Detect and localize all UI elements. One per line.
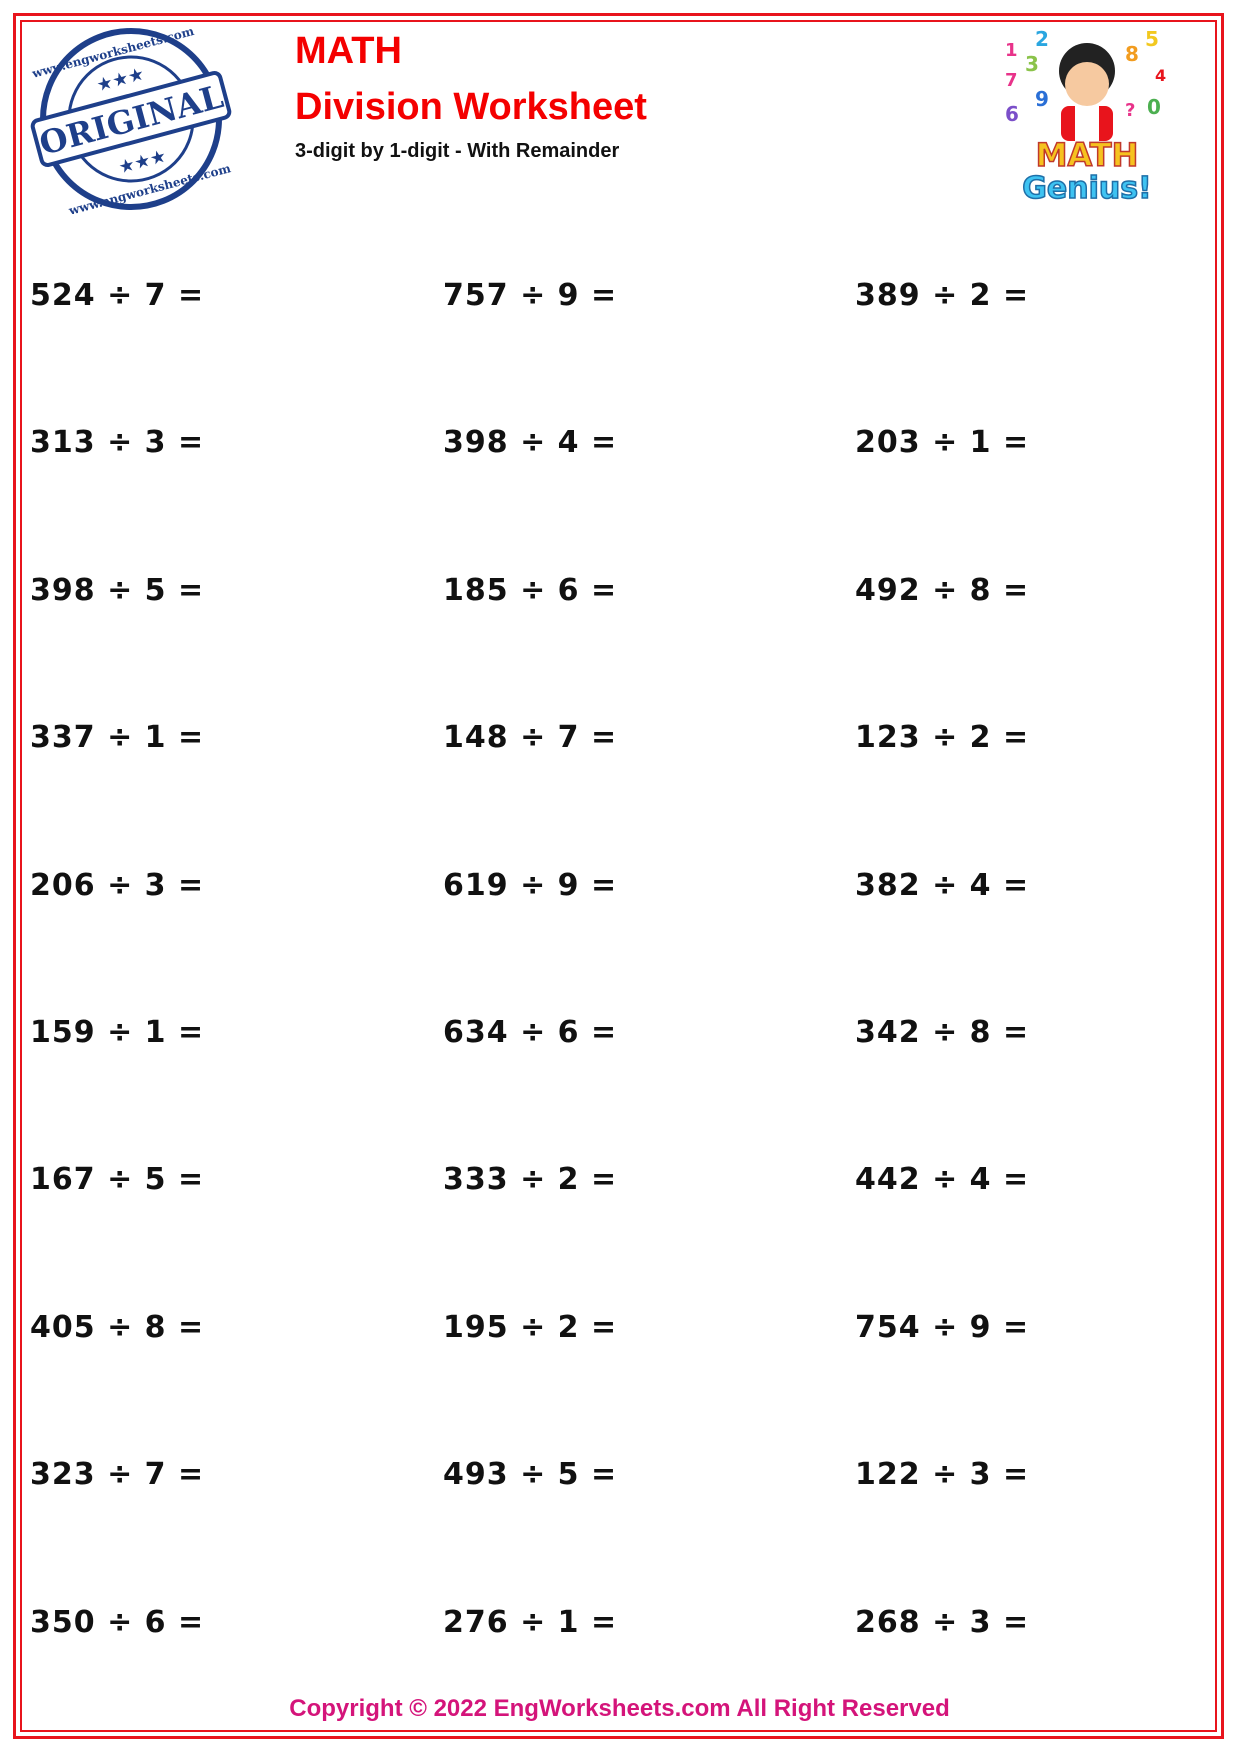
svg-text:9: 9 xyxy=(1035,87,1049,111)
division-problem: 350 ÷ 6 = xyxy=(30,1604,205,1640)
division-problem: 185 ÷ 6 = xyxy=(443,572,618,608)
division-problem: 442 ÷ 4 = xyxy=(855,1162,1030,1198)
division-problem: 524 ÷ 7 = xyxy=(30,278,205,313)
worksheet-subtitle: 3-digit by 1-digit - With Remainder xyxy=(295,140,620,162)
division-problem: 122 ÷ 3 = xyxy=(855,1457,1030,1493)
division-problem: 323 ÷ 7 = xyxy=(30,1457,205,1493)
division-problem: 389 ÷ 2 = xyxy=(855,278,1030,313)
division-problem: 382 ÷ 4 = xyxy=(855,867,1030,903)
division-problem: 159 ÷ 1 = xyxy=(30,1015,205,1050)
svg-text:2: 2 xyxy=(1035,27,1049,51)
division-problem: 754 ÷ 9 = xyxy=(855,1309,1030,1345)
worksheet-title: Division Worksheet xyxy=(295,86,647,128)
division-problem: 619 ÷ 9 = xyxy=(443,867,618,903)
division-problem: 148 ÷ 7 = xyxy=(443,720,618,756)
svg-text:0: 0 xyxy=(1147,95,1161,119)
division-problem: 333 ÷ 2 = xyxy=(443,1162,618,1198)
division-problem: 206 ÷ 3 = xyxy=(30,867,205,903)
division-problem: 203 ÷ 1 = xyxy=(855,425,1030,461)
division-problem: 268 ÷ 3 = xyxy=(855,1604,1030,1640)
division-problem: 634 ÷ 6 = xyxy=(443,1015,618,1050)
page-border-inner xyxy=(20,20,1217,1732)
division-problem: 342 ÷ 8 = xyxy=(855,1015,1030,1050)
svg-text:8: 8 xyxy=(1125,42,1139,66)
svg-text:1: 1 xyxy=(1005,40,1018,61)
svg-text:5: 5 xyxy=(1145,27,1159,51)
svg-text:4: 4 xyxy=(1155,66,1166,85)
copyright-footer: Copyright © 2022 EngWorksheets.com All R… xyxy=(289,1695,950,1722)
svg-text:7: 7 xyxy=(1005,70,1018,91)
subject-title: MATH xyxy=(295,30,402,72)
division-problem: 167 ÷ 5 = xyxy=(30,1162,205,1198)
svg-text:3: 3 xyxy=(1025,52,1039,76)
page-border-outer xyxy=(13,13,1224,1739)
division-problem: 195 ÷ 2 = xyxy=(443,1309,618,1345)
division-problem: 276 ÷ 1 = xyxy=(443,1604,618,1640)
division-problem: 313 ÷ 3 = xyxy=(30,425,205,461)
division-problem: 398 ÷ 4 = xyxy=(443,425,618,461)
svg-text:?: ? xyxy=(1125,100,1135,121)
division-problem: 493 ÷ 5 = xyxy=(443,1457,618,1493)
division-problem: 123 ÷ 2 = xyxy=(855,720,1030,756)
division-problem: 405 ÷ 8 = xyxy=(30,1309,205,1345)
svg-text:6: 6 xyxy=(1005,102,1019,126)
original-stamp-logo: www.engworksheets.com www.engworksheets.… xyxy=(30,24,233,214)
division-problem: 492 ÷ 8 = xyxy=(855,572,1030,608)
division-problem: 398 ÷ 5 = xyxy=(30,572,205,608)
svg-text:MATH: MATH xyxy=(1036,136,1139,174)
math-genius-mascot-image: 1 2 3 7 6 9 8 5 4 ? 0 MATH Genius! xyxy=(1005,27,1166,206)
svg-text:Genius!: Genius! xyxy=(1022,171,1152,206)
division-problem: 337 ÷ 1 = xyxy=(30,720,205,756)
division-problem: 757 ÷ 9 = xyxy=(443,278,618,313)
svg-text:ORIGINAL: ORIGINAL xyxy=(35,77,227,162)
